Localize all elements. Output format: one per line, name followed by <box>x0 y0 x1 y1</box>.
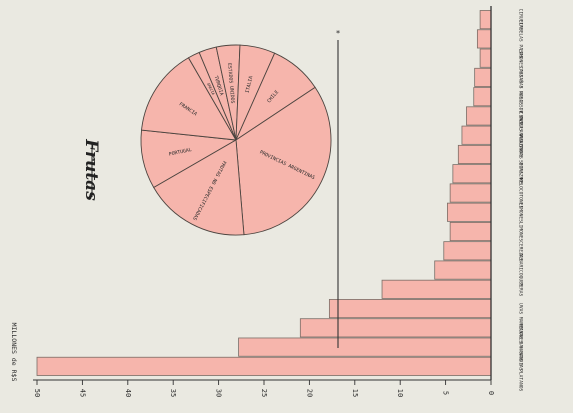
bar <box>443 241 492 261</box>
category-label: UVAS <box>518 303 524 314</box>
bar <box>434 260 492 280</box>
category-label: PERAS <box>518 282 524 296</box>
category-label: LIMONES <box>518 48 524 68</box>
bar <box>479 10 492 30</box>
tick-label: 40 <box>124 389 132 397</box>
bar <box>473 87 492 107</box>
category-label: MANZANAS <box>518 317 524 339</box>
category-label: DURAZNOS <box>518 163 524 185</box>
category-label: MELONES Y SANDIAS <box>518 324 524 371</box>
category-label: CEREZAS Y GUINDAS <box>518 112 524 159</box>
tick-label: 10 <box>396 389 404 397</box>
bar <box>474 67 492 87</box>
bar-series <box>36 10 492 376</box>
pie-slice-label: PORTUGAL <box>168 147 192 158</box>
bar <box>457 144 492 165</box>
tick-label: 20 <box>305 389 313 397</box>
bar <box>447 202 492 222</box>
pie-slice <box>235 86 332 236</box>
category-label: CIRUELAS PASAS <box>518 20 524 59</box>
pie-slice-label: ITALIA <box>245 75 255 93</box>
value-axis: 0 5 10 15 20 25 30 35 40 45 50 <box>33 6 495 397</box>
tick-label: 5 <box>442 391 450 395</box>
bar <box>452 164 492 184</box>
pie-slice-label: ESTADOS UNIDOS <box>226 63 235 104</box>
bar <box>381 279 492 299</box>
pie-slice <box>141 57 237 141</box>
tick-label: 25 <box>260 389 268 397</box>
bar <box>479 48 492 68</box>
category-label: LIMONES <box>518 203 524 223</box>
category-label: ALBARICOQUES <box>518 253 524 286</box>
tick-label: 45 <box>78 389 86 397</box>
divider-mark: * <box>336 29 341 38</box>
category-label: CIRUELAS <box>518 9 524 31</box>
category-label: PASAS Y PASAS DE UVA <box>518 69 524 125</box>
category-label: CEREZAS <box>518 241 524 261</box>
category-label: BANANAS Y PLATANOS <box>518 341 524 391</box>
tick-label: 35 <box>169 389 177 397</box>
tick-label: 15 <box>351 389 359 397</box>
bar <box>461 125 492 145</box>
value-axis-label: MILLONES de R$S <box>10 323 18 382</box>
bar <box>36 356 492 376</box>
tick-label: 50 <box>33 389 41 397</box>
bar <box>238 337 492 357</box>
pie-slice-label: TURQUIA <box>213 75 225 96</box>
tick-label: 0 <box>487 391 495 395</box>
bar <box>449 183 492 203</box>
category-label: CASTAÑAS <box>518 66 525 88</box>
bar <box>328 299 492 319</box>
category-label: MANZANAS SECAS <box>518 135 524 174</box>
pie-slice <box>153 139 245 236</box>
category-label: NUECES Y AVELLANAS <box>518 91 524 141</box>
chart-title: Frutas <box>81 138 101 201</box>
tick-label: 30 <box>215 389 223 397</box>
category-label: MELOCOTONES <box>518 178 524 209</box>
bar <box>449 221 492 242</box>
pie-slice-label: GRECIA <box>206 82 216 96</box>
category-label: LIMONES <box>518 222 524 242</box>
bar <box>466 106 492 126</box>
bar <box>299 318 492 338</box>
bar <box>476 29 492 49</box>
